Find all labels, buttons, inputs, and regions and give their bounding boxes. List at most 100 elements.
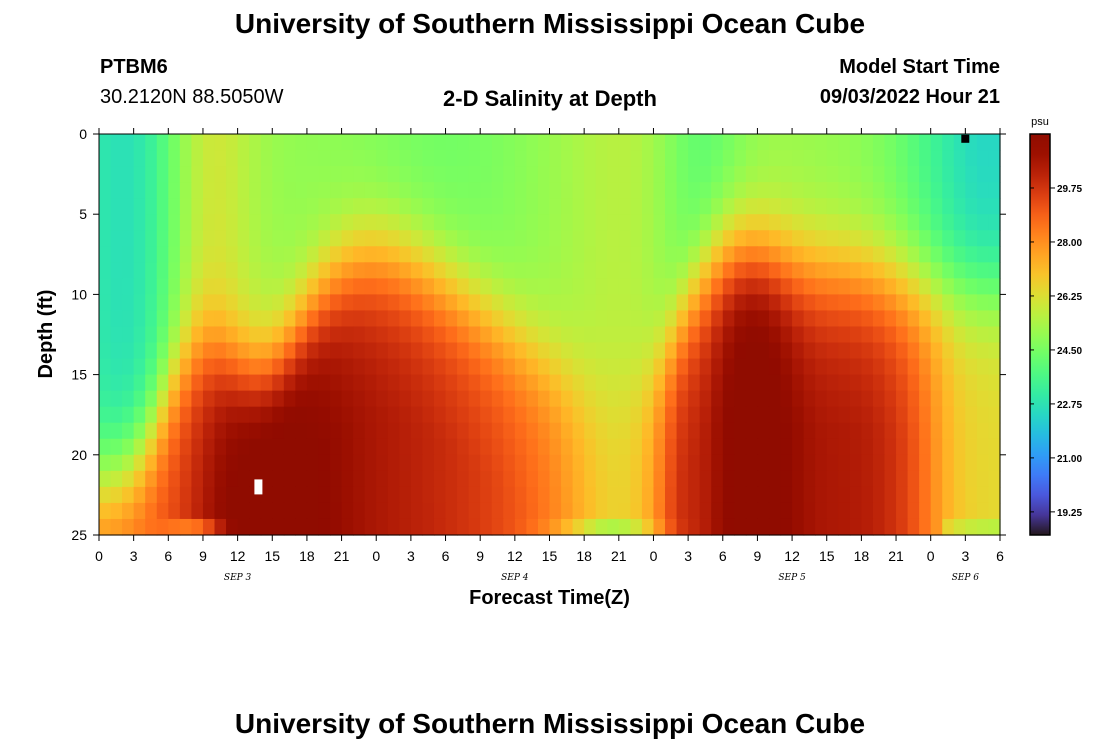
heatmap-cell	[861, 422, 874, 440]
heatmap-cell	[665, 182, 678, 199]
heatmap-cell	[630, 246, 643, 263]
heatmap-cell	[653, 310, 666, 328]
heatmap-cell	[480, 166, 493, 183]
heatmap-cell	[330, 150, 343, 167]
heatmap-cell	[399, 470, 412, 488]
heatmap-cell	[641, 150, 655, 167]
heatmap-cell	[249, 406, 262, 424]
x-axis-title: Forecast Time(Z)	[469, 587, 630, 609]
heatmap-cell	[422, 134, 435, 151]
heatmap-cell	[133, 518, 146, 536]
heatmap-cell	[768, 310, 782, 328]
heatmap-cell	[745, 150, 759, 167]
heatmap-cell	[861, 486, 874, 504]
heatmap-cell	[364, 230, 377, 247]
heatmap-cell	[133, 502, 146, 520]
heatmap-cell	[306, 214, 320, 231]
heatmap-cell	[849, 198, 862, 215]
heatmap-cell	[630, 278, 643, 295]
heatmap-cell	[318, 518, 331, 536]
heatmap-cell	[711, 166, 724, 183]
heatmap-cell	[387, 134, 400, 151]
heatmap-cell	[526, 454, 539, 472]
heatmap-cell	[988, 262, 1001, 279]
heatmap-cell	[422, 326, 435, 344]
heatmap-cell	[249, 246, 262, 263]
heatmap-cell	[202, 150, 216, 167]
heatmap-cell	[122, 214, 135, 231]
heatmap-cell	[907, 374, 920, 392]
heatmap-cell	[815, 406, 828, 424]
heatmap-cell	[491, 486, 504, 504]
heatmap-cell	[976, 502, 990, 520]
colorbar-unit: psu	[1031, 116, 1049, 128]
heatmap-cell	[884, 246, 897, 263]
x-tick-label: 21	[334, 548, 350, 564]
heatmap-cell	[145, 422, 158, 440]
heatmap-cell	[156, 198, 169, 215]
heatmap-cell	[491, 502, 504, 520]
heatmap-cell	[145, 310, 158, 328]
heatmap-cell	[537, 230, 551, 247]
heatmap-cell	[272, 422, 285, 440]
heatmap-cell	[699, 486, 712, 504]
heatmap-cell	[665, 262, 678, 279]
heatmap-cell	[976, 438, 990, 456]
colorbar-bar	[1029, 133, 1051, 536]
heatmap-cell	[422, 246, 435, 263]
heatmap-cell	[191, 470, 204, 488]
heatmap-cell	[861, 390, 874, 408]
heatmap-cell	[99, 230, 112, 247]
heatmap-cell	[976, 422, 990, 440]
heatmap-cell	[480, 214, 493, 231]
heatmap-cell	[826, 230, 839, 247]
heatmap-cell	[468, 166, 481, 183]
heatmap-cell	[537, 342, 551, 360]
heatmap-cell	[283, 470, 296, 488]
heatmap-cell	[688, 326, 701, 344]
heatmap-cell	[133, 422, 146, 440]
heatmap-cell	[457, 150, 470, 167]
heatmap-cell	[422, 278, 435, 295]
heatmap-cell	[930, 182, 943, 199]
heatmap-cell	[561, 406, 574, 424]
heatmap-cell	[838, 230, 851, 247]
heatmap-cell	[757, 310, 770, 328]
heatmap-cell	[896, 406, 909, 424]
heatmap-cell	[780, 214, 793, 231]
heatmap-cell	[561, 294, 574, 312]
heatmap-cell	[745, 438, 759, 456]
heatmap-cell	[179, 134, 193, 151]
heatmap-cell	[260, 326, 273, 344]
heatmap-cell	[133, 454, 146, 472]
heatmap-cell	[595, 342, 608, 360]
heatmap-cell	[133, 134, 146, 151]
heatmap-cell	[803, 422, 816, 440]
heatmap-cell	[953, 262, 966, 279]
heatmap-cell	[457, 166, 470, 183]
heatmap-cell	[803, 134, 816, 151]
heatmap-cell	[953, 374, 966, 392]
heatmap-cell	[792, 358, 805, 376]
heatmap-cell	[433, 326, 447, 344]
heatmap-cell	[976, 166, 990, 183]
heatmap-cell	[410, 310, 424, 328]
heatmap-cell	[838, 294, 851, 312]
heatmap-cell	[653, 134, 666, 151]
heatmap-cell	[722, 406, 735, 424]
heatmap-cell	[872, 342, 886, 360]
heatmap-cell	[306, 310, 320, 328]
heatmap-cell	[965, 166, 978, 183]
heatmap-cell	[202, 310, 216, 328]
heatmap-cell	[237, 374, 250, 392]
heatmap-cell	[272, 246, 285, 263]
heatmap-cell	[341, 214, 354, 231]
heatmap-cell	[480, 310, 493, 328]
heatmap-cell	[491, 214, 504, 231]
heatmap-cell	[341, 438, 354, 456]
heatmap-cell	[133, 182, 146, 199]
heatmap-cell	[237, 518, 250, 536]
heatmap-cell	[988, 470, 1001, 488]
heatmap-cell	[133, 246, 146, 263]
heatmap-cell	[653, 374, 666, 392]
